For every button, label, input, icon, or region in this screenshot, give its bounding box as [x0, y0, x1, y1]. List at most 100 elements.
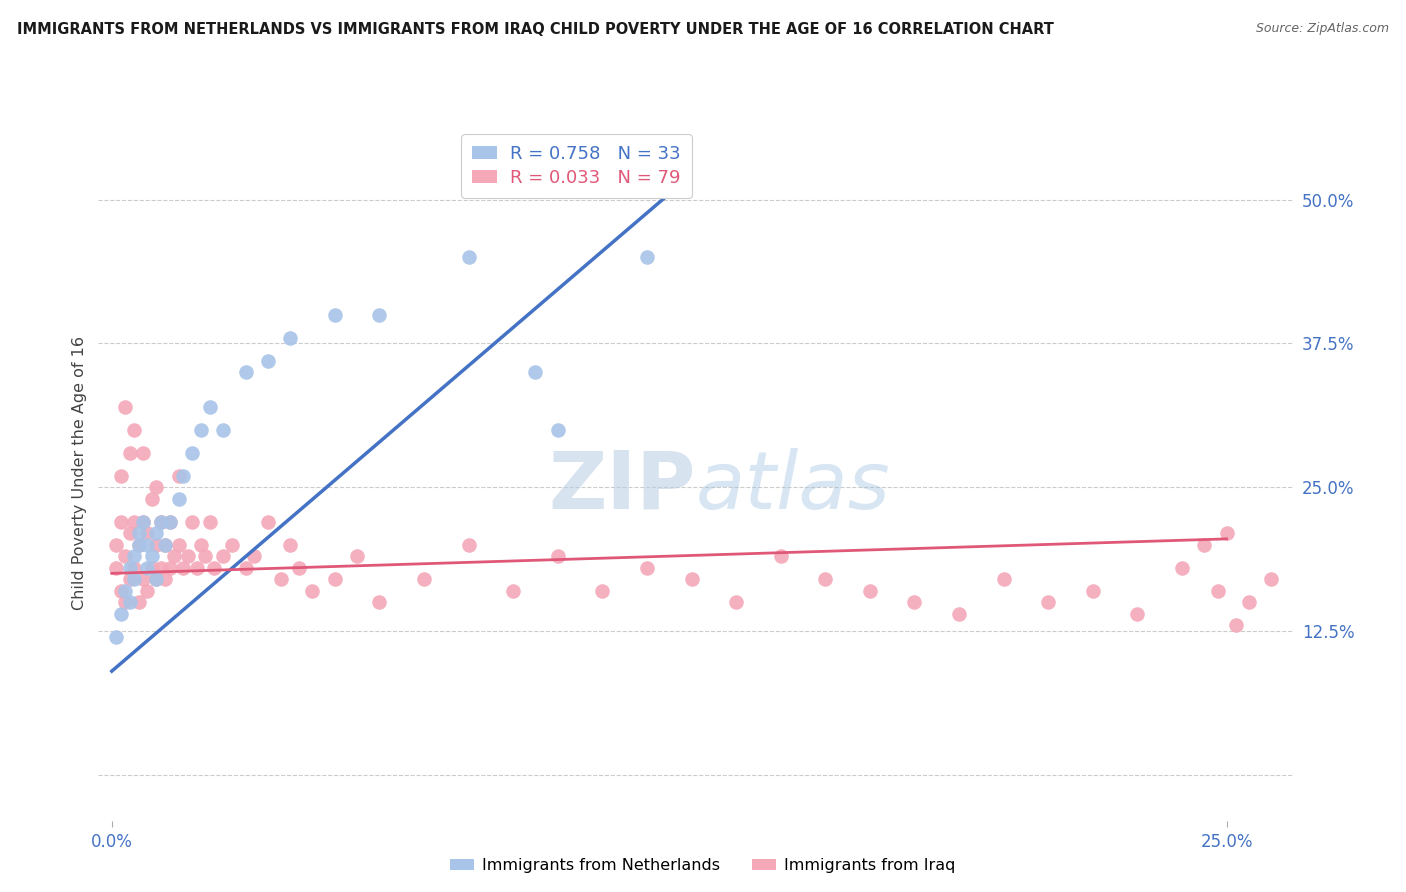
Point	[114, 400, 136, 414]
Point	[235, 365, 257, 379]
Point	[118, 526, 141, 541]
Point	[288, 560, 311, 574]
Point	[132, 445, 155, 459]
Point	[159, 515, 181, 529]
Point	[114, 549, 136, 563]
Point	[136, 526, 159, 541]
Text: IMMIGRANTS FROM NETHERLANDS VS IMMIGRANTS FROM IRAQ CHILD POVERTY UNDER THE AGE : IMMIGRANTS FROM NETHERLANDS VS IMMIGRANT…	[17, 22, 1053, 37]
Point	[145, 526, 167, 541]
Point	[128, 526, 150, 541]
Point	[198, 400, 221, 414]
Point	[132, 572, 155, 586]
Point	[149, 560, 172, 574]
Point	[243, 549, 266, 563]
Point	[725, 595, 748, 609]
Point	[212, 549, 235, 563]
Point	[1225, 618, 1247, 632]
Point	[167, 538, 190, 552]
Point	[769, 549, 792, 563]
Point	[149, 515, 172, 529]
Point	[141, 560, 163, 574]
Point	[136, 538, 159, 552]
Point	[145, 572, 167, 586]
Point	[1206, 583, 1229, 598]
Point	[181, 515, 204, 529]
Point	[903, 595, 925, 609]
Point	[235, 560, 257, 574]
Point	[591, 583, 613, 598]
Point	[128, 595, 150, 609]
Point	[257, 353, 280, 368]
Point	[368, 595, 391, 609]
Point	[323, 572, 346, 586]
Text: atlas: atlas	[696, 448, 891, 525]
Point	[636, 250, 658, 264]
Point	[368, 308, 391, 322]
Point	[221, 538, 243, 552]
Point	[110, 515, 132, 529]
Point	[1215, 526, 1237, 541]
Point	[110, 583, 132, 598]
Point	[122, 560, 145, 574]
Point	[128, 538, 150, 552]
Point	[278, 331, 301, 345]
Point	[190, 538, 212, 552]
Point	[118, 560, 141, 574]
Point	[105, 560, 128, 574]
Point	[122, 423, 145, 437]
Point	[145, 538, 167, 552]
Point	[1126, 607, 1149, 621]
Point	[136, 560, 159, 574]
Point	[457, 538, 479, 552]
Point	[198, 515, 221, 529]
Point	[413, 572, 436, 586]
Point	[118, 445, 141, 459]
Point	[948, 607, 970, 621]
Point	[110, 468, 132, 483]
Point	[167, 491, 190, 506]
Point	[301, 583, 323, 598]
Point	[1081, 583, 1104, 598]
Point	[149, 515, 172, 529]
Point	[181, 445, 204, 459]
Point	[278, 538, 301, 552]
Point	[547, 423, 569, 437]
Point	[176, 549, 198, 563]
Point	[132, 515, 155, 529]
Point	[122, 515, 145, 529]
Point	[118, 595, 141, 609]
Point	[1194, 538, 1216, 552]
Point	[155, 538, 177, 552]
Point	[105, 538, 128, 552]
Point	[141, 549, 163, 563]
Point	[524, 365, 547, 379]
Point	[1038, 595, 1060, 609]
Point	[105, 630, 128, 644]
Point	[190, 423, 212, 437]
Point	[155, 572, 177, 586]
Point	[159, 515, 181, 529]
Point	[202, 560, 225, 574]
Point	[110, 607, 132, 621]
Point	[212, 423, 235, 437]
Point	[681, 572, 703, 586]
Point	[172, 468, 194, 483]
Point	[194, 549, 217, 563]
Point	[636, 560, 658, 574]
Point	[163, 549, 186, 563]
Point	[547, 549, 569, 563]
Point	[155, 538, 177, 552]
Point	[114, 595, 136, 609]
Legend: R = 0.758   N = 33, R = 0.033   N = 79: R = 0.758 N = 33, R = 0.033 N = 79	[461, 134, 692, 198]
Text: ZIP: ZIP	[548, 448, 696, 525]
Point	[159, 560, 181, 574]
Point	[323, 308, 346, 322]
Point	[114, 583, 136, 598]
Point	[136, 583, 159, 598]
Point	[346, 549, 368, 563]
Point	[128, 538, 150, 552]
Point	[172, 560, 194, 574]
Point	[132, 515, 155, 529]
Point	[502, 583, 524, 598]
Point	[167, 468, 190, 483]
